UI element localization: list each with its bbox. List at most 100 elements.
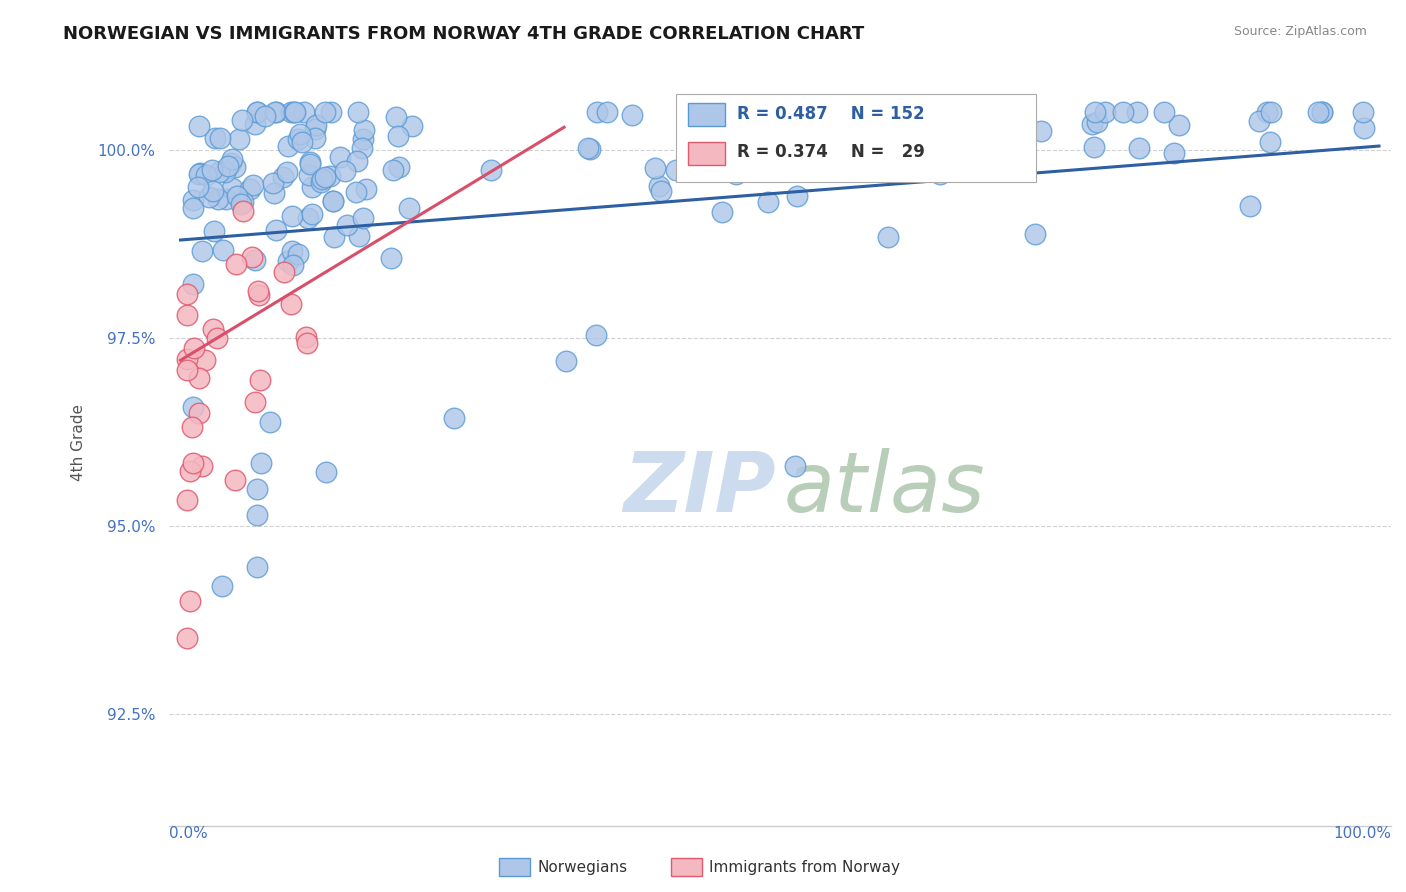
Point (314, 105, 336, 120)
Point (238, 182, 260, 196)
Point (273, 265, 295, 279)
Point (208, 165, 231, 179)
Point (1163, 146, 1185, 161)
Point (333, 164, 356, 178)
Point (246, 105, 269, 120)
Point (201, 163, 224, 178)
Point (287, 131, 309, 145)
Point (211, 579, 233, 593)
Point (176, 308, 198, 322)
Point (180, 420, 202, 434)
Point (207, 192, 229, 206)
Point (288, 127, 311, 141)
Point (644, 161, 666, 175)
Point (266, 105, 288, 120)
Point (1353, 120, 1375, 135)
Point (299, 155, 322, 169)
Point (188, 165, 211, 179)
Point (352, 211, 374, 226)
Point (280, 297, 302, 311)
Point (648, 179, 671, 194)
Point (579, 142, 602, 156)
Text: 0.0%: 0.0% (169, 826, 207, 841)
Point (283, 105, 305, 120)
Point (479, 163, 502, 178)
Point (595, 105, 617, 120)
Point (725, 167, 748, 181)
Point (344, 185, 367, 199)
Point (221, 153, 243, 167)
Point (786, 189, 808, 203)
Point (304, 130, 326, 145)
Point (176, 492, 198, 507)
Point (1258, 135, 1281, 149)
Point (298, 168, 321, 182)
Point (1126, 105, 1149, 120)
Point (262, 176, 284, 190)
Point (281, 244, 304, 259)
Point (243, 252, 266, 267)
Point (322, 230, 344, 244)
Point (183, 341, 205, 355)
Point (243, 118, 266, 132)
Point (219, 156, 242, 170)
Point (1085, 115, 1108, 129)
Point (621, 108, 644, 122)
Point (228, 132, 250, 146)
Point (554, 353, 576, 368)
Point (315, 465, 337, 479)
Point (387, 128, 409, 143)
Point (188, 167, 211, 181)
Point (385, 110, 408, 124)
Point (247, 284, 270, 298)
Point (202, 322, 225, 336)
Point (1168, 118, 1191, 132)
Point (264, 223, 287, 237)
Point (208, 131, 231, 145)
Point (329, 150, 352, 164)
Point (1247, 113, 1270, 128)
Point (191, 244, 214, 258)
Point (1310, 105, 1333, 120)
Point (309, 175, 332, 189)
Point (205, 331, 228, 345)
Point (298, 156, 321, 170)
Point (212, 243, 235, 257)
Point (246, 483, 269, 497)
Point (785, 458, 807, 473)
Point (201, 184, 224, 198)
Point (305, 118, 328, 132)
Point (221, 181, 243, 195)
Point (1153, 105, 1175, 120)
Point (388, 160, 411, 174)
Point (229, 197, 252, 211)
Point (181, 202, 204, 216)
Point (304, 122, 326, 136)
Point (277, 254, 299, 268)
Point (242, 178, 264, 193)
Point (991, 105, 1014, 120)
Point (179, 464, 201, 478)
Point (576, 141, 599, 155)
Point (284, 105, 307, 120)
Point (271, 170, 294, 185)
Point (665, 163, 688, 178)
Point (179, 594, 201, 608)
Point (1239, 199, 1261, 213)
Point (585, 105, 607, 120)
Point (176, 632, 198, 646)
Point (277, 139, 299, 153)
Point (225, 189, 247, 203)
Point (246, 105, 269, 120)
Point (1256, 105, 1278, 120)
Point (1083, 139, 1105, 153)
Point (224, 160, 246, 174)
FancyBboxPatch shape (676, 94, 1036, 182)
Point (187, 370, 209, 384)
Point (276, 165, 298, 179)
Y-axis label: 4th Grade: 4th Grade (72, 404, 86, 482)
Point (322, 194, 344, 208)
Point (176, 363, 198, 377)
Point (443, 411, 465, 425)
Point (877, 230, 900, 244)
